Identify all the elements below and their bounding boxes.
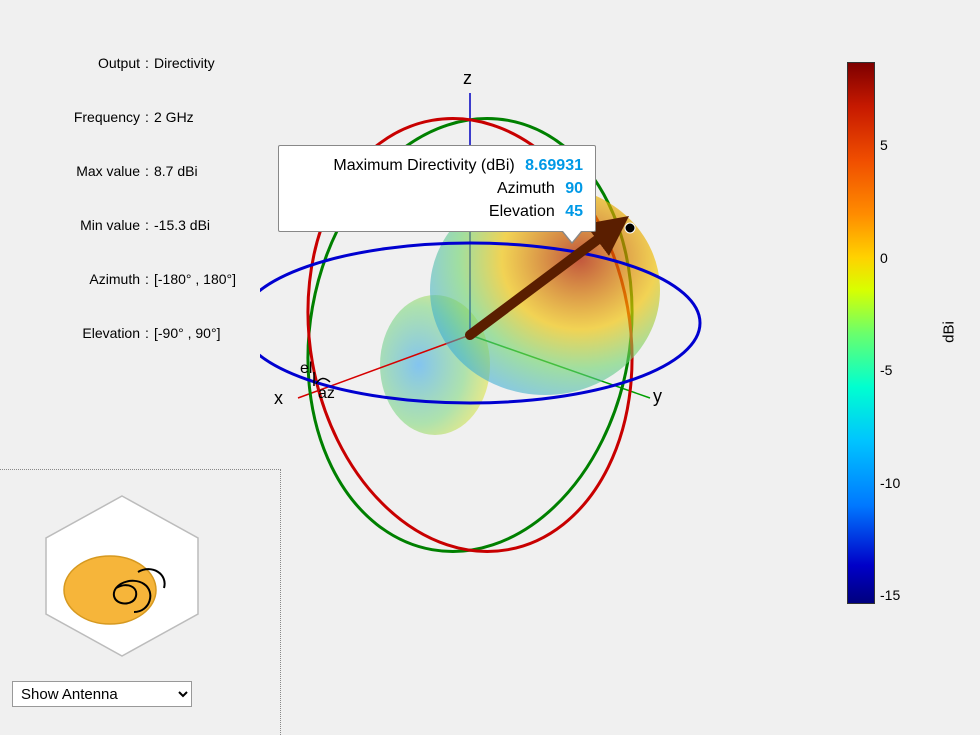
antenna-thumbnail[interactable] [38,492,206,660]
datatip-label: Elevation [489,203,555,220]
axis-z-label: z [463,68,472,89]
colorbar-tick: -5 [880,362,925,378]
info-label: Elevation [10,324,140,342]
info-value: Directivity [154,54,240,72]
info-row-minvalue: Min value : -15.3 dBi [10,216,240,234]
datatip-value: 8.69931 [525,157,583,174]
info-colon: : [140,216,154,234]
info-block: Output : Directivity Frequency : 2 GHz M… [10,18,240,378]
info-row-elevation: Elevation : [-90° , 90°] [10,324,240,342]
datatip-row-azimuth: Azimuth 90 [291,177,583,200]
colorbar-tick: 0 [880,250,925,266]
radiation-pattern-3d[interactable]: z y x az el [260,60,720,580]
info-value: 2 GHz [154,108,240,126]
info-value: -15.3 dBi [154,216,240,234]
info-label: Azimuth [10,270,140,288]
info-label: Frequency [10,108,140,126]
datatip-value: 90 [565,180,583,197]
colorbar-label: dBi [941,321,958,343]
info-row-maxvalue: Max value : 8.7 dBi [10,162,240,180]
info-label: Min value [10,216,140,234]
antenna-preview-panel: Show Antenna [0,469,281,735]
info-row-output: Output : Directivity [10,54,240,72]
datatip-label: Azimuth [497,180,555,197]
colorbar-tick: -10 [880,475,925,491]
data-tip[interactable]: Maximum Directivity (dBi) 8.69931 Azimut… [278,145,596,232]
info-colon: : [140,108,154,126]
show-antenna-select[interactable]: Show Antenna [12,681,192,707]
colorbar[interactable] [847,62,875,604]
datatip-row-maxdir: Maximum Directivity (dBi) 8.69931 [291,154,583,177]
figure-canvas: Output : Directivity Frequency : 2 GHz M… [0,0,980,735]
info-colon: : [140,54,154,72]
info-value: [-180° , 180°] [154,270,240,288]
info-value: 8.7 dBi [154,162,240,180]
info-label: Max value [10,162,140,180]
show-antenna-select-wrap: Show Antenna [12,681,192,707]
info-row-azimuth: Azimuth : [-180° , 180°] [10,270,240,288]
data-point-marker[interactable] [625,223,635,233]
info-label: Output [10,54,140,72]
info-colon: : [140,324,154,342]
info-row-frequency: Frequency : 2 GHz [10,108,240,126]
plot-svg [260,60,720,600]
colorbar-tick: 5 [880,137,925,153]
reflector-icon [64,556,156,624]
datatip-row-elevation: Elevation 45 [291,200,583,223]
az-label: az [318,385,335,403]
axis-y-label: y [653,386,662,407]
axis-x-label: x [274,388,283,409]
datatip-value: 45 [565,203,583,220]
datatip-label: Maximum Directivity (dBi) [333,157,514,174]
el-label: el [300,360,312,378]
colorbar-tick: -15 [880,587,925,603]
info-value: [-90° , 90°] [154,324,240,342]
info-colon: : [140,162,154,180]
colorbar-ticks: 5 0 -5 -10 -15 [880,62,925,602]
info-colon: : [140,270,154,288]
